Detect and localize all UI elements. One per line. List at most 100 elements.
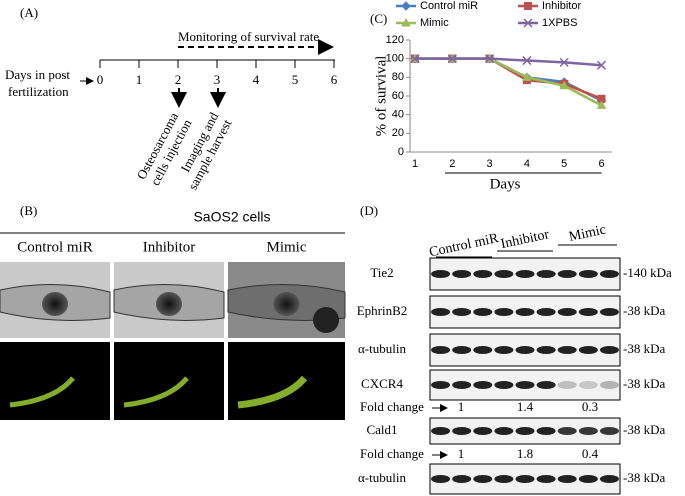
blot-name: α-tubulin (358, 470, 406, 485)
blot-band (599, 427, 619, 435)
y-axis-label: % of survival (373, 56, 389, 137)
blot-band (431, 270, 451, 278)
blot-band (452, 270, 472, 278)
blot-band (599, 381, 619, 389)
blot-band (599, 475, 619, 483)
column-label: Inhibitor (143, 239, 196, 255)
blot-size: -38 kDa (623, 341, 665, 356)
blot-size: -38 kDa (623, 376, 665, 391)
blot-band (452, 381, 472, 389)
blot-band (452, 346, 472, 354)
blot-band (557, 475, 577, 483)
blot-band (578, 427, 598, 435)
panel-a: (A) Monitoring of survival rate Days in … (5, 5, 335, 192)
panel-label: (A) (20, 5, 38, 20)
fold-value: 1 (458, 399, 465, 414)
series-line (415, 57, 603, 107)
blot-band (578, 308, 598, 316)
y-tick-label: 40 (392, 109, 404, 121)
group-label: Inhibitor (499, 227, 550, 252)
blot-band (599, 270, 619, 278)
legend-marker (523, 18, 533, 28)
blot-band (515, 346, 535, 354)
data-point (522, 56, 532, 66)
fold-value: 0.4 (582, 446, 599, 461)
data-point (596, 100, 607, 109)
blot-band (473, 308, 493, 316)
fluorescence-image (0, 342, 110, 420)
blot-size: -38 kDa (623, 422, 665, 437)
x-tick-label: 3 (487, 158, 493, 170)
blot-band (473, 381, 493, 389)
blot-band (536, 270, 556, 278)
series-line (415, 57, 602, 100)
tick-label: 4 (253, 72, 260, 87)
blot-band (515, 270, 535, 278)
column-label: Control miR (17, 239, 92, 255)
blot-band (431, 427, 451, 435)
panel-label: (D) (360, 203, 378, 218)
blot-band (515, 308, 535, 316)
blot-band (557, 427, 577, 435)
x-tick-label: 2 (449, 158, 455, 170)
blot-band (578, 270, 598, 278)
blot-band (578, 475, 598, 483)
days-label: Days in post (5, 67, 70, 82)
fish-eye (42, 292, 68, 316)
panel-d: (D) (360, 203, 378, 218)
x-tick-label: 4 (524, 158, 530, 170)
group-label: Control miR (428, 231, 501, 260)
panel-b: (B) SaOS2 cells (0, 203, 345, 234)
tick-label: 6 (331, 72, 338, 87)
legend-label: Mimic (420, 17, 449, 29)
blot-band (536, 346, 556, 354)
blot-band (494, 381, 514, 389)
y-tick-label: 60 (392, 90, 404, 102)
blot-band (494, 346, 514, 354)
y-tick-label: 0 (398, 146, 404, 158)
fish-eye (273, 292, 300, 316)
blot-name: α-tubulin (358, 341, 406, 356)
x-tick-label: 5 (561, 158, 567, 170)
data-point (522, 72, 532, 81)
fold-value: 1.8 (517, 446, 533, 461)
fish-eye (313, 307, 339, 333)
monitoring-label: Monitoring of survival rate (178, 29, 319, 44)
legend-label: 1XPBS (542, 17, 577, 29)
blot-band (452, 475, 472, 483)
tick-label: 1 (136, 72, 143, 87)
blot-name: CXCR4 (361, 376, 403, 391)
blot-band (536, 427, 556, 435)
x-tick-label: 6 (598, 158, 604, 170)
blot-band (515, 427, 535, 435)
legend-marker (401, 17, 411, 27)
blot-band (494, 475, 514, 483)
blot-band (431, 308, 451, 316)
blot-band (557, 346, 577, 354)
blot-band (536, 381, 556, 389)
panel-label: (C) (370, 11, 387, 26)
blot-band (578, 381, 598, 389)
blot-band (515, 381, 535, 389)
blot-band (599, 308, 619, 316)
legend-marker (401, 1, 411, 11)
y-tick-label: 100 (386, 53, 404, 65)
data-point (596, 60, 607, 70)
blot-band (515, 475, 535, 483)
group-label: Mimic (568, 223, 608, 245)
blot-band (536, 475, 556, 483)
legend-label: Control miR (420, 0, 478, 12)
fluorescence-signal (123, 376, 189, 408)
fluorescence-signal (237, 375, 308, 409)
blot-name: Cald1 (366, 422, 397, 437)
x-tick-label: 1 (412, 158, 418, 170)
blot-band (557, 308, 577, 316)
blot-name: Tie2 (370, 265, 393, 280)
blot-size: -38 kDa (623, 303, 665, 318)
blot-band (431, 475, 451, 483)
legend-marker (524, 2, 532, 10)
blot-band (578, 346, 598, 354)
y-tick-label: 20 (392, 127, 404, 139)
fold-label: Fold change (360, 399, 424, 414)
